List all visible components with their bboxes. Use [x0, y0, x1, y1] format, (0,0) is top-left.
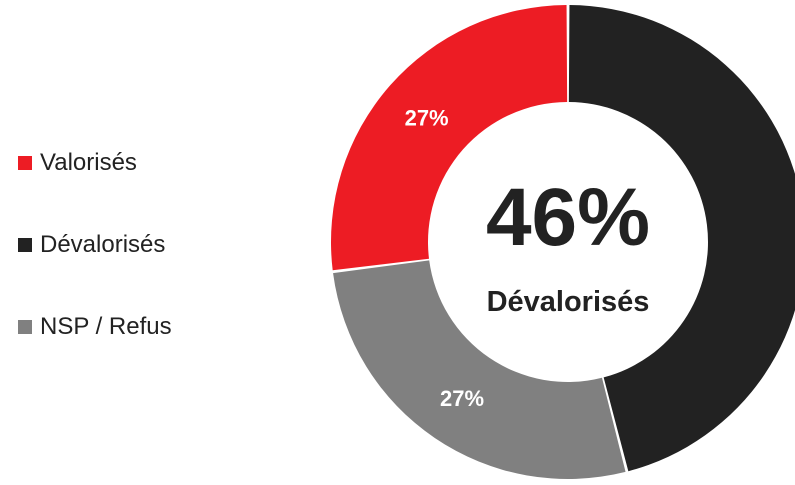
legend-item-nsp-refus: NSP / Refus	[18, 310, 238, 344]
slice-label-nsp-refus: 27%	[440, 386, 484, 411]
legend-item-devalorises: Dévalorisés	[18, 228, 238, 262]
donut-slice-nsp-refus	[333, 260, 626, 479]
chart-legend: Valorisés Dévalorisés NSP / Refus	[18, 146, 238, 392]
legend-label-valorises: Valorisés	[40, 149, 137, 176]
legend-label-devalorises: Dévalorisés	[40, 231, 166, 258]
legend-swatch-devalorises	[18, 238, 32, 252]
legend-item-valorises: Valorisés	[18, 146, 238, 180]
center-label: Dévalorisés	[487, 286, 650, 318]
slice-label-valorises: 27%	[405, 105, 449, 130]
legend-swatch-valorises	[18, 156, 32, 170]
slice-labels: 27% 27%	[405, 105, 484, 411]
donut-slice-devalorises	[568, 5, 795, 472]
donut-slices	[331, 5, 795, 479]
donut-slice-valorises	[331, 5, 568, 271]
legend-swatch-nsp-refus	[18, 320, 32, 334]
center-value: 46%	[486, 172, 650, 263]
legend-label-nsp-refus: NSP / Refus	[40, 313, 172, 340]
